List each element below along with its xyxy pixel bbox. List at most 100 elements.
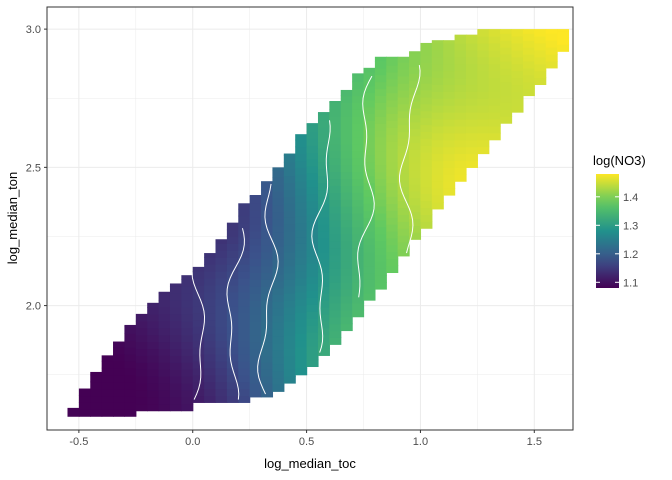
heatmap-tile [101, 395, 114, 403]
heatmap-tile [124, 360, 137, 369]
heatmap-tile [500, 88, 513, 97]
heatmap-tile [272, 218, 285, 227]
heatmap-tile [386, 161, 399, 170]
heatmap-tile [147, 313, 160, 322]
heatmap-tile [317, 203, 330, 211]
heatmap-tile [431, 56, 444, 65]
heatmap-tile [431, 153, 444, 162]
heatmap-tile [409, 232, 422, 240]
heatmap-tile [534, 77, 547, 86]
heatmap-tile [363, 293, 376, 301]
heatmap-tiles [67, 29, 570, 417]
heatmap-tile [135, 348, 148, 356]
heatmap-tile [261, 279, 274, 287]
heatmap-tile [204, 347, 217, 355]
heatmap-tile [306, 124, 319, 133]
heatmap-tile [431, 132, 444, 141]
heatmap-tile [283, 182, 296, 191]
heatmap-tile [295, 134, 308, 141]
heatmap-tile [317, 341, 330, 350]
heatmap-tile [306, 311, 319, 319]
heatmap-tile [500, 47, 513, 55]
heatmap-tile [238, 271, 251, 279]
heatmap-tile [443, 70, 456, 79]
heatmap-tile [249, 251, 262, 260]
heatmap-tile [249, 196, 262, 204]
heatmap-tile [169, 376, 182, 384]
heatmap-tile [420, 159, 433, 167]
heatmap-tile [374, 88, 387, 97]
heatmap-tile [386, 175, 399, 184]
heatmap-tile [238, 208, 251, 217]
heatmap-tile [409, 211, 422, 220]
heatmap-tile [181, 341, 194, 350]
heatmap-tile [374, 164, 387, 173]
heatmap-tile [340, 268, 353, 276]
heatmap-tile [443, 49, 456, 58]
heatmap-tile [352, 302, 365, 311]
heatmap-tile [329, 295, 342, 304]
heatmap-tile [101, 360, 114, 369]
heatmap-tile [340, 254, 353, 262]
heatmap-tile [488, 56, 501, 65]
heatmap-tile [135, 341, 148, 350]
heatmap-tile [488, 98, 501, 106]
heatmap-tile [181, 275, 194, 280]
heatmap-tile [147, 341, 160, 350]
heatmap-tile [272, 211, 285, 220]
heatmap-tile [135, 403, 148, 412]
heatmap-tile [363, 154, 376, 163]
heatmap-tile [431, 40, 444, 44]
heatmap-tile [306, 290, 319, 298]
heatmap-tile [249, 210, 262, 218]
heatmap-tile [340, 295, 353, 304]
heatmap-tile [352, 289, 365, 297]
heatmap-tile [374, 95, 387, 103]
heatmap-tile [261, 210, 274, 218]
heatmap-tile [204, 312, 217, 321]
heatmap-tile [192, 388, 205, 397]
heatmap-tile [90, 388, 103, 397]
heatmap-tile [420, 152, 433, 160]
heatmap-tile [158, 389, 171, 398]
heatmap-tile [329, 337, 342, 345]
heatmap-tile [352, 295, 365, 304]
heatmap-tile [317, 196, 330, 204]
heatmap-tile [443, 118, 456, 127]
heatmap-tile [192, 353, 205, 362]
heatmap-tile [386, 92, 399, 101]
heatmap-tile [443, 98, 456, 106]
heatmap-tile [124, 409, 137, 417]
heatmap-tile [113, 360, 126, 369]
heatmap-tile [158, 293, 171, 301]
heatmap-tile [261, 376, 274, 384]
heatmap-tile [295, 146, 308, 155]
legend-title: log(NO3) [593, 153, 646, 168]
heatmap-tile [283, 369, 296, 377]
heatmap-tile [317, 265, 330, 274]
heatmap-tile [204, 253, 217, 258]
heatmap-tile [147, 396, 160, 405]
heatmap-tile [283, 348, 296, 356]
heatmap-tile [329, 275, 342, 283]
heatmap-tile [181, 376, 194, 384]
heatmap-tile [409, 51, 422, 54]
heatmap-tile [249, 334, 262, 343]
heatmap-tile [158, 313, 171, 322]
heatmap-tile [431, 125, 444, 134]
heatmap-tile [317, 334, 330, 343]
heatmap-tile [454, 56, 467, 65]
heatmap-tile [261, 334, 274, 343]
heatmap-tile [204, 298, 217, 307]
heatmap-tile [443, 42, 456, 51]
heatmap-tile [352, 88, 365, 97]
heatmap-tile [215, 277, 228, 286]
heatmap-tile [386, 65, 399, 73]
heatmap-tile [340, 240, 353, 249]
heatmap-tile [386, 251, 399, 260]
heatmap-tile [340, 130, 353, 138]
heatmap-tile [90, 395, 103, 403]
heatmap-tile [431, 63, 444, 72]
heatmap-tile [283, 265, 296, 274]
y-tick-label: 2.5 [26, 162, 41, 174]
